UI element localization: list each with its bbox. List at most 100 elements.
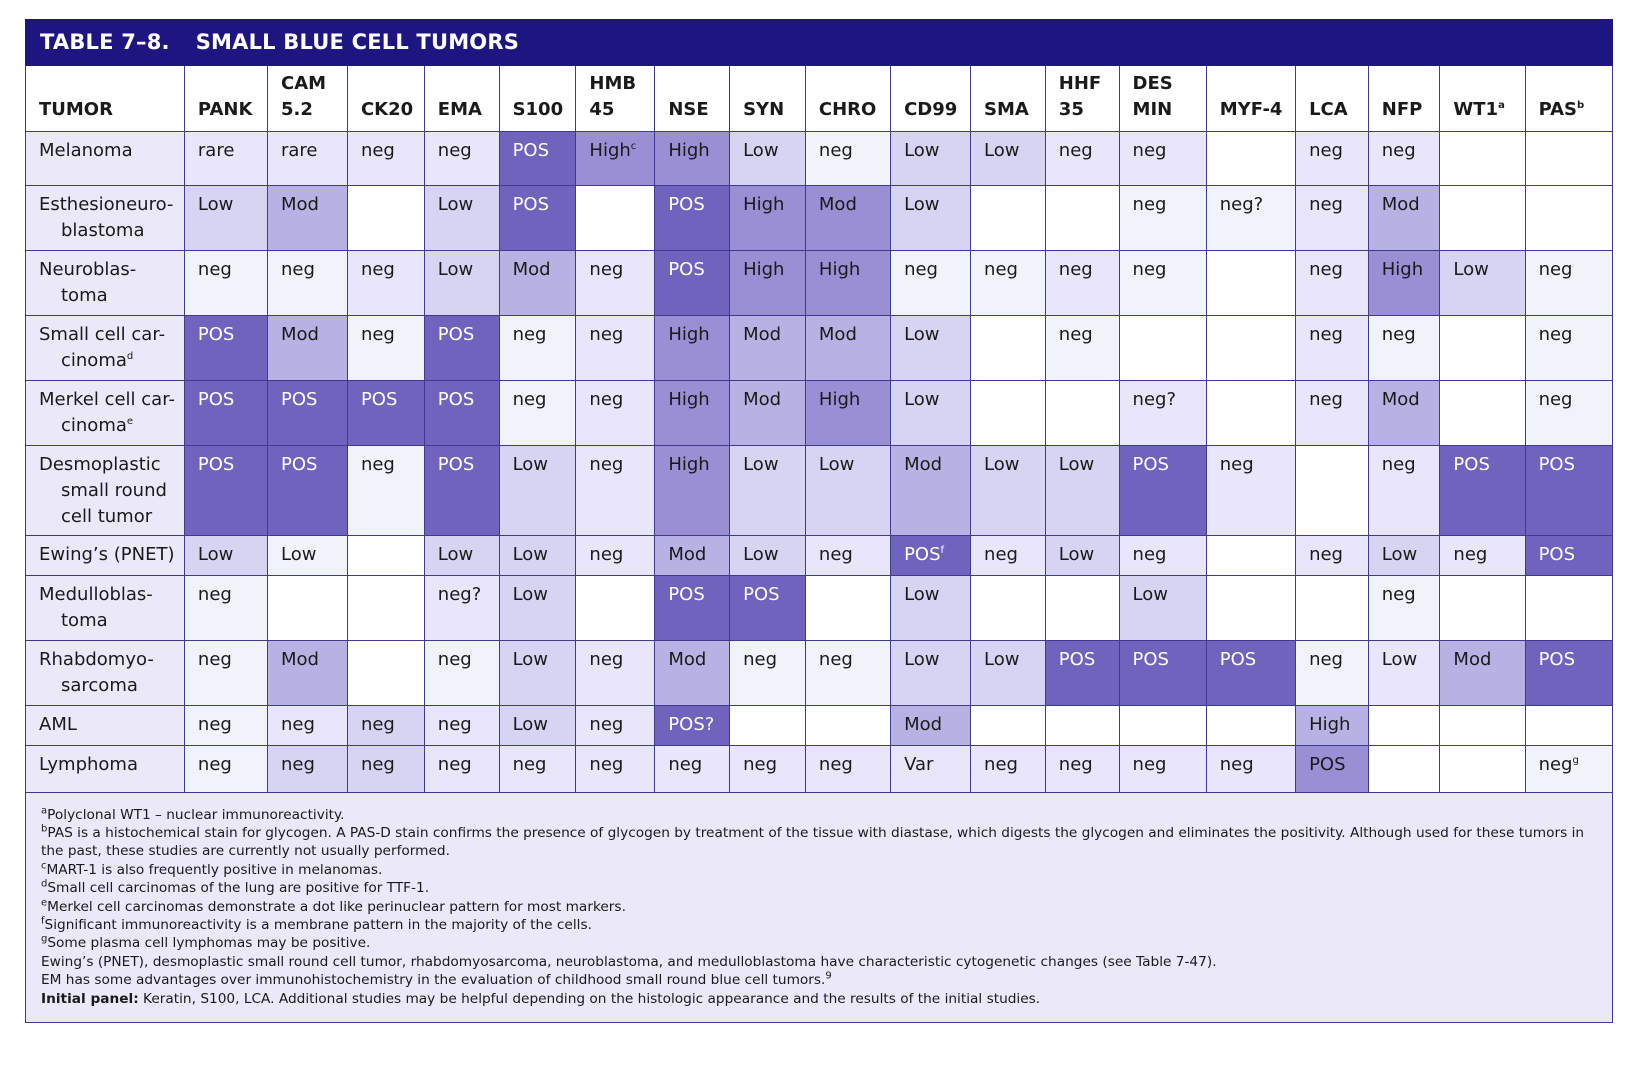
superscript: g	[1572, 754, 1579, 766]
marker-cell	[266, 574, 348, 641]
marker-value: neg	[1538, 388, 1573, 410]
marker-value: Mod	[668, 648, 707, 670]
marker-value: neg	[1309, 648, 1343, 670]
marker-value: POS	[1538, 648, 1576, 670]
marker-cell: neg	[183, 744, 268, 793]
marker-value: neg	[512, 388, 547, 410]
column-header: CAM 5.2	[266, 66, 348, 132]
marker-cell: neg	[346, 744, 425, 793]
tumor-name: sarcoma	[61, 674, 138, 696]
marker-value: Low	[437, 258, 474, 280]
marker-value: neg	[1058, 323, 1093, 345]
marker-cell: High	[804, 249, 892, 316]
marker-value: Low	[904, 388, 940, 410]
marker-value: POS	[1538, 453, 1576, 475]
column-header-text: S100	[512, 98, 564, 120]
marker-cell: Low	[498, 704, 577, 746]
marker-value: Mod	[1453, 648, 1492, 670]
marker-cell: neg	[1118, 534, 1207, 576]
marker-value: neg	[280, 258, 315, 280]
marker-cell: neg	[1295, 639, 1369, 706]
column-header-text: 35	[1058, 98, 1084, 120]
marker-cell	[970, 314, 1046, 381]
marker-cell: neg	[498, 379, 577, 446]
marker-cell	[1439, 704, 1526, 746]
marker-value: Low	[512, 583, 549, 605]
marker-cell	[1439, 314, 1526, 381]
marker-cell	[575, 184, 656, 251]
marker-cell: Low	[890, 574, 972, 641]
marker-value: neg	[818, 543, 853, 565]
column-header-text: 45	[589, 98, 615, 120]
tumor-name: cinomae	[61, 414, 134, 436]
marker-cell: POS	[1205, 639, 1297, 706]
marker-value: POS	[1058, 648, 1096, 670]
marker-cell: High	[729, 249, 806, 316]
footnote: gSome plasma cell lymphomas may be posit…	[41, 934, 1597, 952]
marker-cell	[1439, 130, 1526, 186]
marker-cell: Low	[1044, 444, 1120, 536]
column-header: PANK	[183, 66, 268, 132]
marker-value: neg	[818, 648, 853, 670]
marker-cell: neg?	[1205, 184, 1297, 251]
marker-value: POS	[743, 583, 780, 605]
footnote-text: MART-1 is also frequently positive in me…	[46, 861, 383, 878]
tumor-name: Lymphoma	[39, 753, 138, 775]
marker-cell: Mod	[266, 639, 348, 706]
marker-cell	[1367, 744, 1441, 793]
footnote: dSmall cell carcinomas of the lung are p…	[41, 879, 1597, 897]
tumor-name: Melanoma	[39, 139, 133, 161]
marker-value: POS	[1132, 453, 1169, 475]
table-row: Small cell car-cinomad POS Mod neg POS neg neg…	[25, 314, 1614, 381]
marker-value: POS	[904, 543, 941, 565]
marker-value: POS	[197, 453, 235, 475]
marker-value: Low	[512, 648, 549, 670]
marker-value: neg	[1058, 139, 1093, 161]
tumor-name-cell: AML	[25, 704, 185, 746]
column-header-text: PASb	[1538, 98, 1585, 120]
marker-cell: neg	[1367, 574, 1441, 641]
column-header-text: MYF-4	[1219, 98, 1283, 120]
marker-value: neg	[1309, 139, 1343, 161]
column-header-text: WT1a	[1453, 98, 1505, 120]
marker-value: Low	[437, 193, 474, 215]
tumor-name: Esthesioneuro-	[39, 193, 174, 215]
marker-cell: neg	[1295, 249, 1369, 316]
tumor-name-cell: Melanoma	[25, 130, 185, 186]
marker-value: Mod	[512, 258, 551, 280]
marker-cell	[1367, 704, 1441, 746]
marker-value: neg	[818, 753, 853, 775]
marker-value: Mod	[818, 323, 857, 345]
table-title-bar: TABLE 7–8. SMALL BLUE CELL TUMORS	[25, 19, 1613, 66]
marker-cell: neg	[1367, 444, 1441, 536]
marker-cell: Low	[1367, 639, 1441, 706]
marker-cell: Low	[423, 184, 500, 251]
footnote-text: Ewing’s (PNET), desmoplastic small round…	[41, 953, 1217, 970]
marker-cell: POS	[498, 184, 577, 251]
footnote-text: EM has some advantages over immunohistoc…	[41, 972, 826, 989]
marker-cell: POS	[1524, 444, 1614, 536]
marker-cell	[1205, 534, 1297, 576]
marker-value: Low	[1132, 583, 1168, 605]
marker-value: neg	[1132, 258, 1167, 280]
marker-cell: neg	[890, 249, 972, 316]
footnote: Ewing’s (PNET), desmoplastic small round…	[41, 953, 1597, 971]
marker-value: Mod	[280, 648, 319, 670]
marker-value: High	[589, 139, 631, 161]
marker-value: Mod	[280, 193, 319, 215]
marker-value: Low	[904, 648, 940, 670]
marker-value: neg	[1453, 543, 1488, 565]
tumor-name: toma	[61, 284, 108, 306]
marker-cell: Low	[970, 639, 1046, 706]
marker-cell: neg	[1295, 184, 1369, 251]
tumor-name: Desmoplastic	[39, 453, 161, 475]
table-row: Rhabdomyo-sarcoma neg Mod neg Low neg Mod neg ne…	[25, 639, 1614, 706]
marker-cell	[346, 534, 425, 576]
column-header-text: NFP	[1381, 98, 1423, 120]
marker-value: neg	[197, 258, 232, 280]
marker-cell	[1205, 314, 1297, 381]
marker-cell: neg	[1295, 314, 1369, 381]
marker-cell: neg	[970, 534, 1046, 576]
marker-cell	[1439, 184, 1526, 251]
marker-value: Low	[512, 713, 549, 735]
